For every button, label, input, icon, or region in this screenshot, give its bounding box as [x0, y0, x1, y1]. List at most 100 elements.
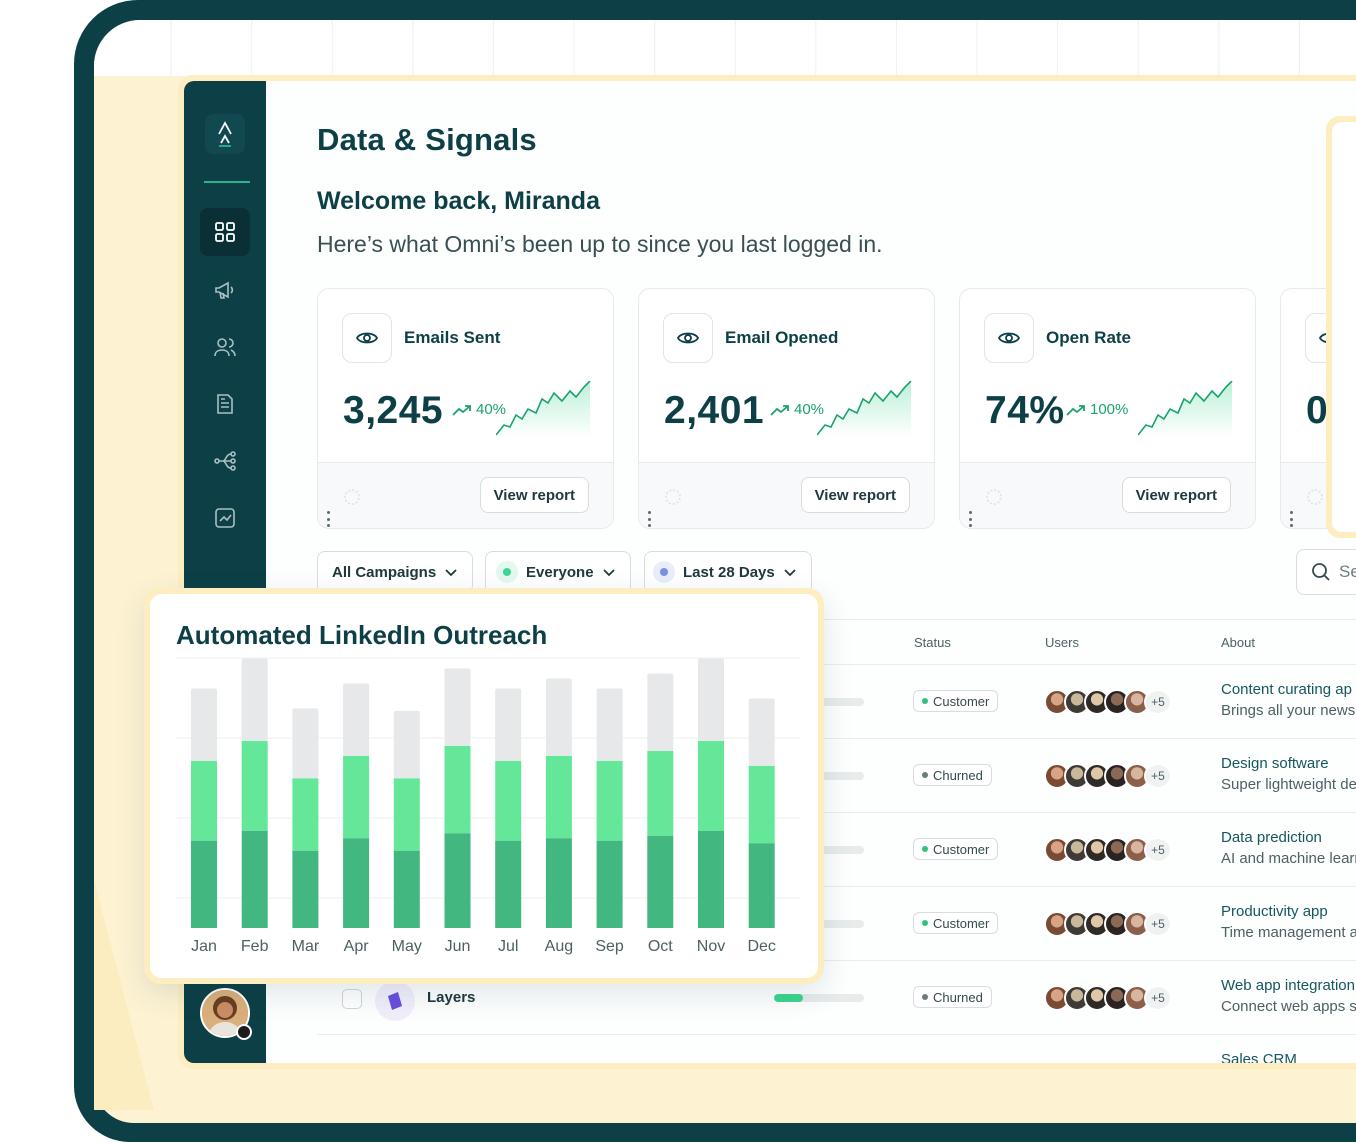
stat-value: 74%: [985, 389, 1065, 432]
x-tick-label: Jan: [191, 938, 217, 955]
about-description: Brings all your news: [1221, 702, 1356, 719]
date-range-filter[interactable]: Last 28 Days: [644, 551, 812, 593]
eye-icon-box: [984, 313, 1034, 363]
search-input[interactable]: Se: [1296, 549, 1356, 595]
about-title[interactable]: Design software: [1221, 755, 1329, 772]
usage-bar: [774, 994, 864, 1002]
chart-bar-may-segment-1[interactable]: [393, 850, 420, 928]
settings-icon[interactable]: [1307, 489, 1323, 505]
x-tick-label: Sep: [595, 938, 624, 955]
eye-icon: [676, 332, 700, 344]
chart-bar-mar-segment-2[interactable]: [292, 778, 319, 851]
table-row[interactable]: Sales CRM: [317, 1035, 1356, 1063]
settings-icon[interactable]: [665, 489, 681, 505]
table-row[interactable]: Churned +5 Super lightweight de Design soft…: [317, 739, 1356, 813]
chart-bar-jun-segment-1[interactable]: [444, 833, 471, 928]
about-description: Time management a: [1221, 924, 1356, 941]
chart-bar-jul-segment-2[interactable]: [495, 760, 522, 841]
row-checkbox[interactable]: [342, 989, 362, 1009]
user-avatars[interactable]: +5: [1044, 689, 1172, 715]
chart-popup: Automated LinkedIn Outreach Jan Feb Mar Apr…: [144, 588, 824, 984]
stat-title: Open Rate: [1046, 328, 1132, 347]
stat-trend: 100%: [1066, 401, 1128, 418]
more-users-count: +5: [1144, 837, 1172, 863]
chart-bar-nov-segment-1[interactable]: [698, 830, 724, 928]
audience-filter[interactable]: Everyone: [485, 551, 631, 593]
about-title[interactable]: Data prediction: [1221, 829, 1322, 846]
more-users-count: +5: [1144, 911, 1172, 937]
status-badge: Customer: [913, 838, 999, 860]
sidebar-item-analytics[interactable]: [200, 494, 250, 542]
chart-bar-aug-segment-1[interactable]: [545, 838, 572, 928]
sidebar-divider: [204, 181, 250, 183]
chart-bar-aug-segment-3[interactable]: [545, 678, 572, 756]
chart-bar-jan-segment-3[interactable]: [191, 688, 217, 761]
about-title[interactable]: Web app integration: [1221, 977, 1355, 994]
chart-bar-may-segment-2[interactable]: [393, 778, 420, 851]
chart-bar-apr-segment-1[interactable]: [343, 838, 370, 928]
table-row[interactable]: Customer +5 Time management a Productivity …: [317, 887, 1356, 961]
more-options-icon[interactable]: [1289, 511, 1293, 527]
view-report-button[interactable]: View report: [1121, 477, 1231, 513]
chart-bar-nov-segment-3[interactable]: [698, 658, 724, 741]
about-title[interactable]: Sales CRM: [1221, 1051, 1297, 1063]
chart-bar-jan-segment-2[interactable]: [191, 760, 217, 841]
user-avatars[interactable]: +5: [1044, 985, 1172, 1011]
chart-bar-jul-segment-1[interactable]: [495, 840, 522, 928]
logo[interactable]: [205, 114, 245, 154]
settings-icon[interactable]: [344, 489, 360, 505]
chart-bar-apr-segment-2[interactable]: [343, 755, 370, 839]
about-title[interactable]: Productivity app: [1221, 903, 1328, 920]
more-options-icon[interactable]: [326, 511, 330, 527]
user-avatars[interactable]: +5: [1044, 837, 1172, 863]
chart-bar-jun-segment-3[interactable]: [444, 668, 471, 746]
sidebar-item-campaigns[interactable]: [200, 266, 250, 314]
user-avatars[interactable]: +5: [1044, 763, 1172, 789]
chart-bar-aug-segment-2[interactable]: [545, 755, 572, 839]
more-options-icon[interactable]: [968, 511, 972, 527]
table-row[interactable]: Customer +5 Brings all your news Content cu…: [317, 665, 1356, 739]
view-report-button[interactable]: View report: [800, 477, 910, 513]
x-tick-label: Oct: [648, 938, 673, 955]
column-users: Users: [1045, 635, 1079, 650]
chart-bar-feb-segment-2[interactable]: [241, 740, 268, 831]
about-title[interactable]: Content curating ap: [1221, 681, 1352, 698]
stat-card-emails-sent: Emails Sent 3,245 40% View report: [317, 288, 614, 529]
chart-bar-jan-segment-1[interactable]: [191, 840, 217, 928]
table-row[interactable]: Layers Churned +5 Connect web apps s Web app…: [317, 961, 1356, 1035]
sidebar-item-documents[interactable]: [200, 380, 250, 428]
campaigns-filter[interactable]: All Campaigns: [317, 551, 474, 593]
sidebar-item-users[interactable]: [200, 323, 250, 371]
chart-bar-may-segment-3[interactable]: [393, 710, 420, 779]
sidebar-item-integrations[interactable]: [200, 437, 250, 485]
chart-bar-sep-segment-2[interactable]: [596, 760, 623, 841]
chart-bar-sep-segment-3[interactable]: [596, 688, 623, 761]
chart-bar-jun-segment-2[interactable]: [444, 745, 471, 834]
x-tick-label: Jul: [498, 938, 518, 955]
chart-bar-feb-segment-3[interactable]: [241, 658, 268, 741]
product-name: Layers: [427, 989, 476, 1006]
more-options-icon[interactable]: [647, 511, 651, 527]
chart-bar-dec-segment-2[interactable]: [748, 765, 775, 844]
chart-bar-apr-segment-3[interactable]: [343, 683, 370, 756]
view-report-button[interactable]: View report: [479, 477, 589, 513]
chart-bar-oct-segment-2[interactable]: [647, 750, 674, 836]
stat-trend: 40%: [452, 401, 506, 418]
user-avatars[interactable]: +5: [1044, 911, 1172, 937]
sidebar-item-dashboard[interactable]: [200, 208, 250, 256]
chart-bar-jul-segment-3[interactable]: [495, 688, 522, 761]
avatar: [1064, 837, 1090, 863]
campaign-table: use Status Users About Customer+5Brings …: [317, 619, 1356, 1063]
trend-up-icon: [1066, 404, 1085, 416]
chart-bar-feb-segment-1[interactable]: [241, 830, 268, 928]
chart-bar-mar-segment-1[interactable]: [292, 850, 319, 928]
chart-bar-dec-segment-1[interactable]: [748, 843, 775, 928]
settings-icon[interactable]: [986, 489, 1002, 505]
chart-bar-dec-segment-3[interactable]: [748, 698, 775, 766]
chart-bar-oct-segment-1[interactable]: [647, 835, 674, 928]
chart-bar-nov-segment-2[interactable]: [698, 740, 724, 831]
chart-bar-oct-segment-3[interactable]: [647, 673, 674, 751]
chart-bar-sep-segment-1[interactable]: [596, 840, 623, 928]
status-badge: Customer: [913, 690, 999, 712]
chart-bar-mar-segment-3[interactable]: [292, 708, 319, 779]
